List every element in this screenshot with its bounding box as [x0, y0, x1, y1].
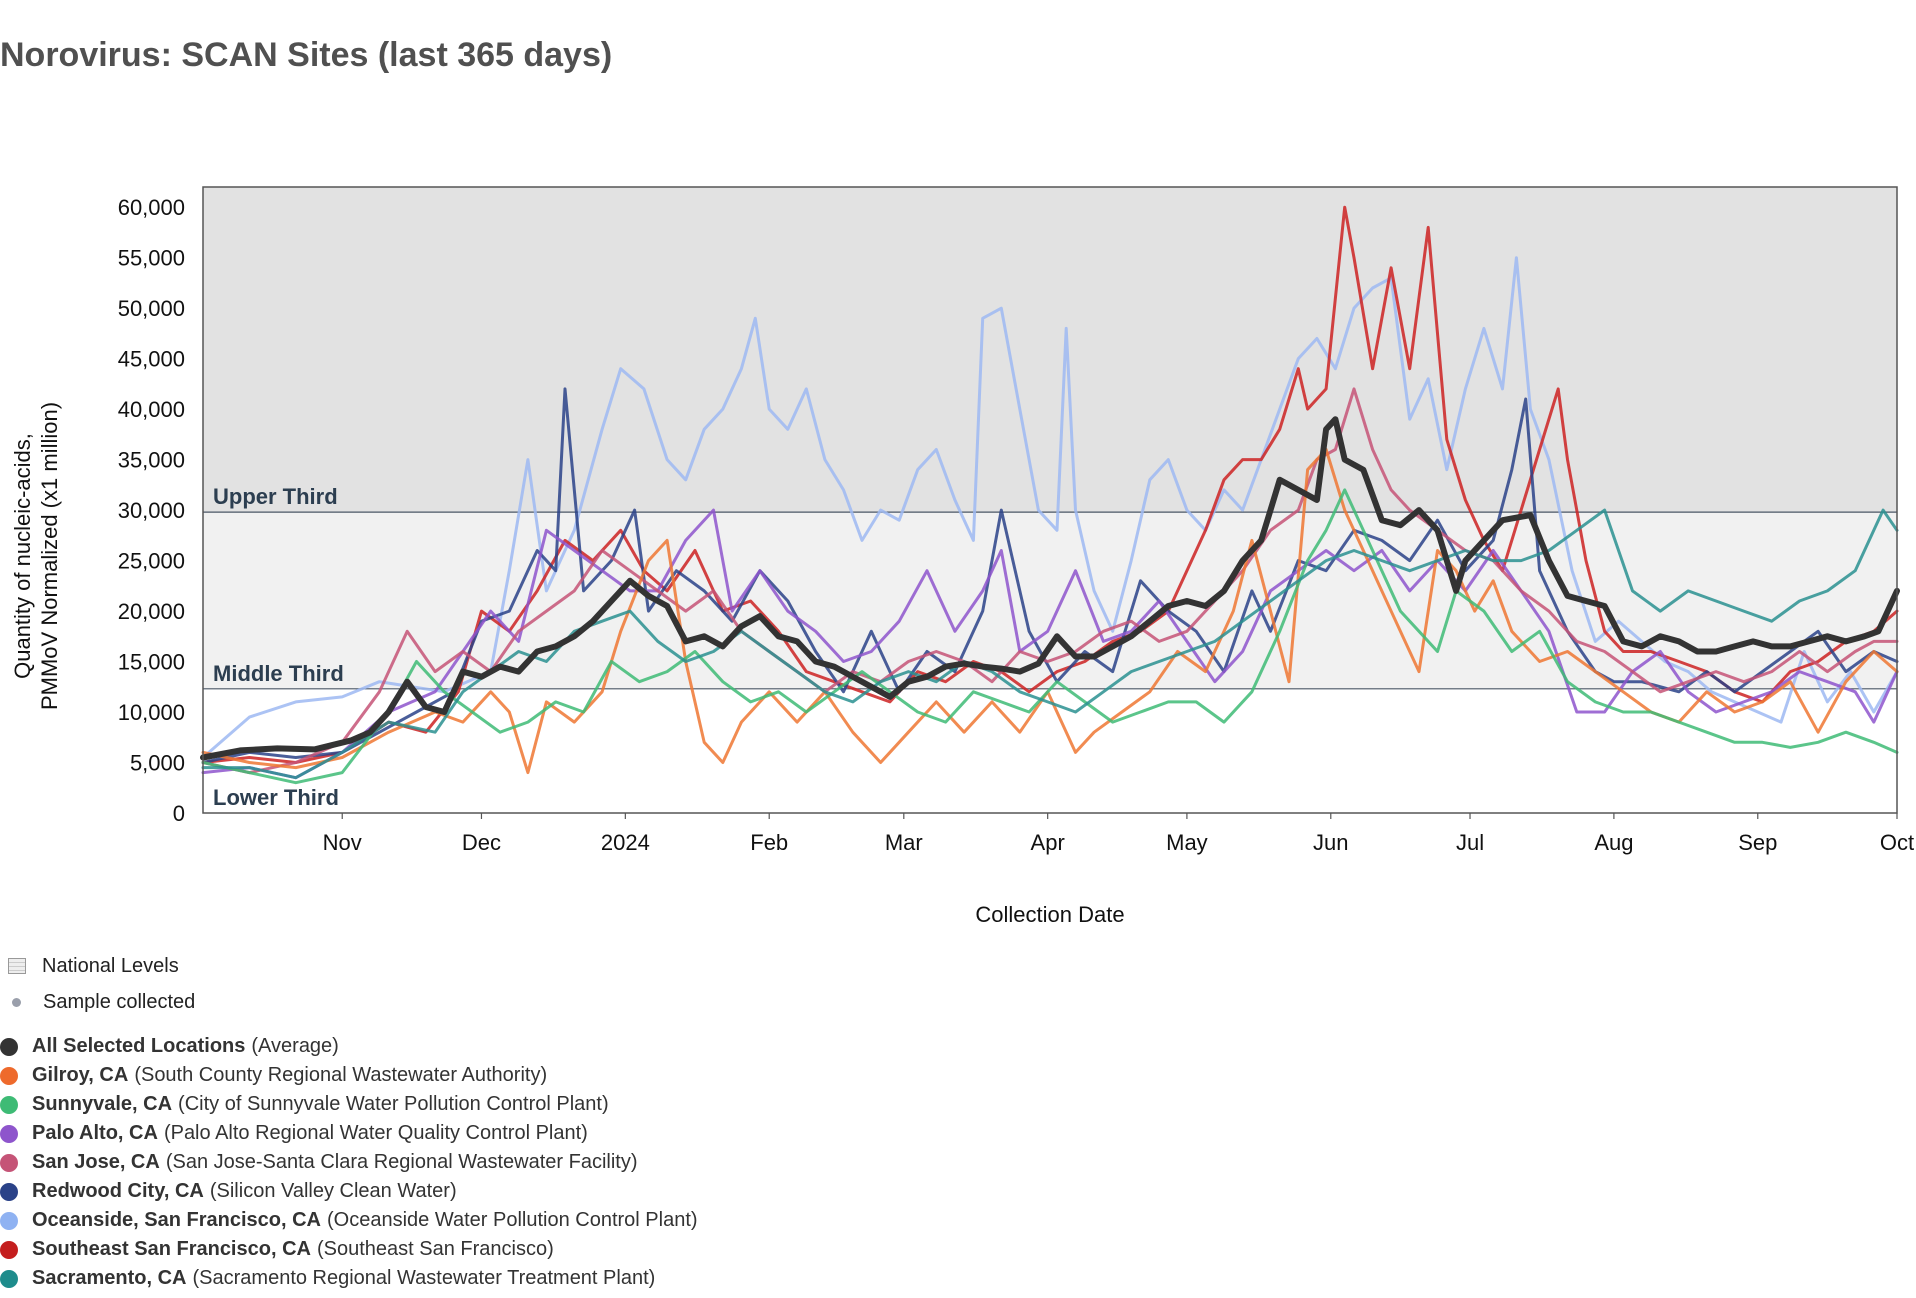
legend-item[interactable]: Oceanside, San Francisco, CA (Oceanside W… [0, 1206, 698, 1235]
legend-site-name: Oceanside, San Francisco, CA [32, 1209, 321, 1231]
legend-site-name: Redwood City, CA [32, 1180, 204, 1202]
y-tick-label: 0 [173, 801, 185, 826]
y-tick-label: 30,000 [118, 498, 185, 523]
legend-site-name: Gilroy, CA [32, 1064, 129, 1086]
band-labels: Lower Third Middle Third Upper Third [213, 484, 344, 810]
y-tick-label: 55,000 [118, 246, 185, 271]
legend-item[interactable]: Redwood City, CA (Silicon Valley Clean Wa… [0, 1177, 698, 1206]
national-levels-icon [8, 958, 26, 974]
y-axis-label-line1: Quantity of nucleic-acids, [10, 433, 35, 679]
series-line-all-selected-locations[interactable] [200, 416, 1900, 761]
x-tick-label: 2024 [601, 830, 650, 855]
legend-item[interactable]: All Selected Locations (Average) [0, 1032, 698, 1061]
band-label-lower-third: Lower Third [213, 785, 339, 810]
legend-site-name: All Selected Locations [32, 1035, 246, 1057]
legend-site-name: San Jose, CA [32, 1151, 160, 1173]
legend-site-desc: (Silicon Valley Clean Water) [209, 1180, 457, 1202]
legend-site-desc: (South County Regional Wastewater Author… [134, 1064, 548, 1086]
legend-item[interactable]: Southeast San Francisco, CA (Southeast Sa… [0, 1235, 698, 1264]
legend-site-desc: (Southeast San Francisco) [316, 1238, 554, 1260]
legend-dot-icon [0, 1269, 18, 1288]
legend-site-desc: (Palo Alto Regional Water Quality Contro… [163, 1122, 588, 1144]
chart-title: Norovirus: SCAN Sites (last 365 days) [0, 36, 613, 74]
national-levels-label: National Levels [42, 954, 179, 977]
y-tick-label: 15,000 [118, 650, 185, 675]
x-tick-label: Jun [1313, 830, 1348, 855]
series-legend: All Selected Locations (Average) Gilroy, C… [0, 1032, 698, 1293]
y-tick-label: 20,000 [118, 599, 185, 624]
x-tick-label: Oct [1880, 830, 1914, 855]
y-tick-label: 5,000 [130, 751, 185, 776]
legend-item[interactable]: Sacramento, CA (Sacramento Regional Waste… [0, 1264, 698, 1293]
y-tick-label: 25,000 [118, 549, 185, 574]
legend-dot-icon [0, 1037, 18, 1056]
legend-item[interactable]: Gilroy, CA (South County Regional Wastewa… [0, 1061, 698, 1090]
x-tick-label: Apr [1031, 830, 1065, 855]
legend-item[interactable]: Palo Alto, CA (Palo Alto Regional Water Q… [0, 1119, 698, 1148]
band-upper-third [203, 187, 1897, 513]
x-axis-ticks: Nov Dec 2024 Feb Mar Apr May Jun Jul Aug Sep Oct [323, 813, 1914, 855]
x-tick-label: Nov [323, 830, 362, 855]
x-tick-label: Jul [1456, 830, 1484, 855]
y-tick-label: 35,000 [118, 448, 185, 473]
x-tick-label: Aug [1594, 830, 1633, 855]
legend-site-desc: (City of Sunnyvale Water Pollution Contr… [178, 1093, 609, 1115]
legend-item[interactable]: Sunnyvale, CA (City of Sunnyvale Water Po… [0, 1090, 698, 1119]
series-line-gilroy-ca[interactable] [201, 448, 1899, 775]
chart-svg: 0 5,000 10,000 15,000 20,000 25,000 30,000 35,0… [10, 186, 1914, 927]
legend-site-desc: (Oceanside Water Pollution Control Plant… [327, 1209, 698, 1231]
legend-site-name: Palo Alto, CA [32, 1122, 158, 1144]
legend-national-levels[interactable]: National Levels [8, 948, 195, 984]
y-tick-label: 45,000 [118, 347, 185, 372]
x-tick-label: Dec [462, 830, 501, 855]
legend-site-desc: (San Jose-Santa Clara Regional Wastewate… [165, 1151, 638, 1173]
x-axis-label: Collection Date [975, 902, 1124, 927]
legend-dot-icon [0, 1095, 18, 1114]
legend-dot-icon [0, 1124, 18, 1143]
legend-site-name: Sacramento, CA [32, 1267, 187, 1289]
legend-dot-icon [0, 1182, 18, 1201]
legend-site-name: Sunnyvale, CA [32, 1093, 173, 1115]
legend-national: National Levels Sample collected [8, 948, 195, 1020]
y-tick-label: 10,000 [118, 700, 185, 725]
x-tick-label: Feb [750, 830, 788, 855]
legend-site-desc: (Sacramento Regional Wastewater Treatmen… [192, 1267, 656, 1289]
legend-dot-icon [0, 1066, 18, 1085]
sample-dot-icon [12, 997, 21, 1007]
series-lines [200, 205, 1900, 785]
series-line-oceanside-san-francisco-ca[interactable] [201, 256, 1899, 759]
legend-dot-icon [0, 1153, 18, 1172]
series-line-sunnyvale-ca[interactable] [201, 488, 1899, 785]
band-label-upper-third: Upper Third [213, 484, 338, 509]
x-tick-label: Mar [885, 830, 923, 855]
legend-item[interactable]: San Jose, CA (San Jose-Santa Clara Region… [0, 1148, 698, 1177]
x-tick-label: Sep [1738, 830, 1777, 855]
y-tick-label: 40,000 [118, 397, 185, 422]
sample-collected-label: Sample collected [43, 990, 196, 1013]
x-tick-label: May [1166, 830, 1208, 855]
series-line-palo-alto-ca[interactable] [201, 508, 1899, 780]
band-label-middle-third: Middle Third [213, 661, 344, 686]
y-axis-label-line2: PMMoV Normalized (x1 million) [37, 402, 62, 710]
legend-dot-icon [0, 1240, 18, 1259]
series-line-san-jose-ca[interactable] [201, 387, 1899, 775]
legend-dot-icon [0, 1211, 18, 1230]
series-line-redwood-city-ca[interactable] [201, 387, 1899, 764]
legend-site-desc: (Average) [251, 1035, 339, 1057]
y-axis-ticks: 0 5,000 10,000 15,000 20,000 25,000 30,000 35,0… [118, 195, 185, 826]
legend-sample-collected[interactable]: Sample collected [8, 984, 195, 1020]
legend-site-name: Southeast San Francisco, CA [32, 1238, 311, 1260]
y-tick-label: 50,000 [118, 296, 185, 321]
plot-frame [202, 186, 1898, 814]
y-tick-label: 60,000 [118, 195, 185, 220]
